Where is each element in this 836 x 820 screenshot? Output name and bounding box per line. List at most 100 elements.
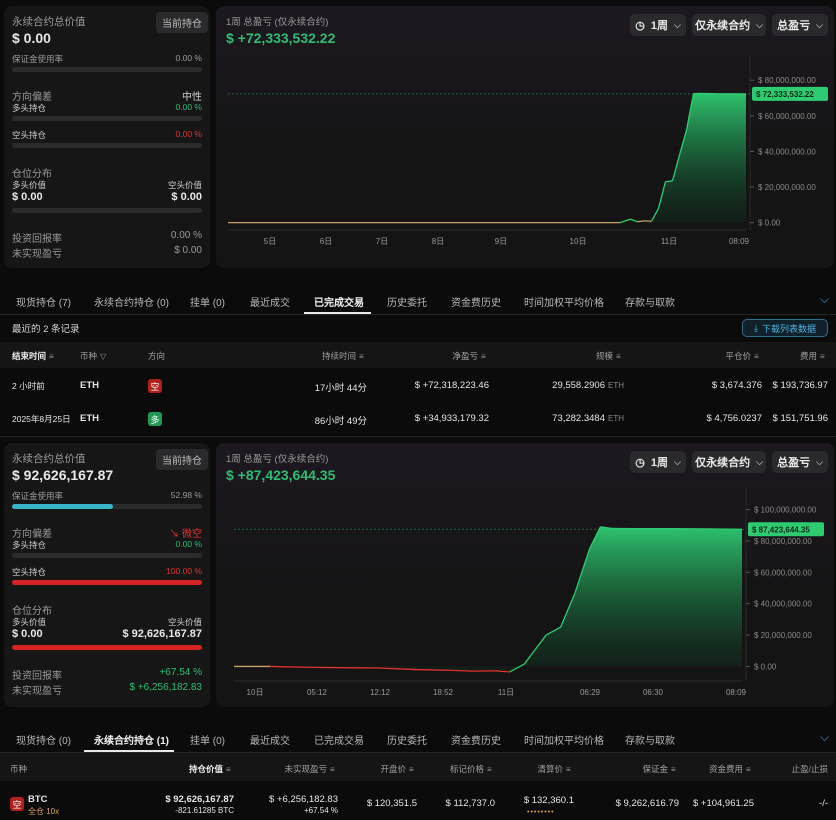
position-col-header-2[interactable]: 未实现盈亏 ≡ [284,763,338,775]
metric-dropdown[interactable]: 总盈亏 ⌵ [772,451,828,473]
col-header-label: 清算价 [537,764,563,774]
tab-0[interactable]: 现货持仓 (7) [16,298,71,309]
sort-icon: ≡ [359,352,364,361]
size-unit: ETH [608,381,624,390]
tab-3[interactable]: 最近成交 [250,736,290,747]
tab-0[interactable]: 现货持仓 (0) [16,736,71,747]
tab-5[interactable]: 历史委托 [387,736,427,747]
tab-2[interactable]: 挂单 (0) [190,736,225,747]
pnl-line-segment [630,218,638,223]
collapse-chevron-icon[interactable]: ⌵ [820,730,830,744]
tab-7[interactable]: 时间加权平均价格 [524,298,604,309]
y-tick-label: $ 60,000,000.00 [754,568,812,577]
current-position-tag[interactable]: 当前持仓 [156,12,208,33]
short-label: 空头持仓 [12,567,47,577]
tpsl[interactable]: -/- [819,798,828,809]
y-tick-label: $ 20,000,000.00 [754,631,812,640]
cell-duration: 86小时 49分 [314,416,367,427]
tab-6[interactable]: 资金费历史 [451,298,501,309]
x-tick-label: 08:09 [729,237,750,246]
sort-icon: ≡ [566,765,571,774]
col-header-label: 币种 [80,351,98,361]
records-summary: 最近的 2 条记录 [12,324,80,335]
summary-title: 永续合约总价值 [12,16,86,28]
collapse-chevron-icon[interactable]: ⌵ [820,292,830,306]
cell-coin: ETH [80,380,99,391]
y-tick-label: $ 100,000,000.00 [754,506,817,515]
chart-title: 1周 总盈亏 (仅永续合约) [226,17,329,28]
tab-3[interactable]: 最近成交 [250,298,290,309]
bias-value: 中性 [182,92,202,103]
tab-1[interactable]: 永续合约持仓 (1) [94,736,169,747]
position-col-header-5[interactable]: 清算价 ≡ [537,763,574,775]
col-header-2[interactable]: 方向 [148,350,165,362]
cell-time: 2 小时前 [12,381,45,391]
tab-1[interactable]: 永续合约持仓 (0) [94,298,169,309]
download-button[interactable]: ⤓ 下载列表数据 [742,319,828,337]
liquidation-risk-dots: •••••••• [527,809,555,816]
tab-4[interactable]: 已完成交易 [314,736,364,747]
short-value: 0.00 % [175,129,202,139]
tab-4[interactable]: 已完成交易 [314,298,364,309]
col-header-1[interactable]: 币种 ▽ [80,350,108,362]
long-value-label: 多头价值 [12,180,47,190]
pnl-chart-card-top: 1周 总盈亏 (仅永续合约) $ +72,333,532.22 ◷ 1周 ⌵ 仅永续… [216,6,834,268]
col-header-7[interactable]: 费用 ≡ [800,350,828,362]
scope-dropdown[interactable]: 仅永续合约 ⌵ [692,451,766,473]
current-position-tag[interactable]: 当前持仓 [156,449,208,470]
current-value-label: $ 72,333,532.22 [756,90,814,99]
pnl-chart[interactable]: $ 80,000,000.00 $ 60,000,000.00 $ 40,000,0… [216,46,834,268]
x-tick-label: 06:29 [580,688,601,697]
position-col-header-3[interactable]: 开盘价 ≡ [380,763,417,775]
tab-6[interactable]: 资金费历史 [451,736,501,747]
short-label: 空头持仓 [12,130,47,140]
col-header-0[interactable]: 结束时间 ≡ [12,350,57,362]
col-header-5[interactable]: 规模 ≡ [596,350,624,362]
clock-icon: ◷ [635,456,645,469]
cell-pnl: $ +72,318,223.46 [414,380,489,391]
position-col-header-6[interactable]: 保证金 ≡ [642,763,679,775]
tab-2[interactable]: 挂单 (0) [190,298,225,309]
col-header-6[interactable]: 平仓价 ≡ [725,350,762,362]
tab-7[interactable]: 时间加权平均价格 [524,736,604,747]
position-col-header-7[interactable]: 资金费用 ≡ [709,763,754,775]
cell-close: $ 3,674.376 [711,380,762,391]
tab-5[interactable]: 历史委托 [387,298,427,309]
metric-dropdown[interactable]: 总盈亏 ⌵ [772,14,828,36]
margin-mode: 全仓 10x [28,807,60,816]
position-col-header-1[interactable]: 持仓价值 ≡ [189,763,234,775]
tab-8[interactable]: 存款与取款 [625,736,675,747]
long-bar [12,553,202,558]
period-dropdown[interactable]: ◷ 1周 ⌵ [630,451,686,473]
sort-icon: ≡ [671,765,676,774]
pnl-line-segment [685,93,695,131]
chart-pnl-value: $ +87,423,644.35 [226,467,336,483]
roi-label: 投资回报率 [12,234,62,245]
entry-price: $ 120,351.5 [366,798,417,809]
position-col-header-0[interactable]: 币种 [10,763,27,775]
pnl-line-segment [671,154,681,181]
pnl-chart[interactable]: $ 100,000,000.00 $ 80,000,000.00 $ 60,000,… [216,483,834,707]
position-col-header-8[interactable]: 止盈/止损 [792,763,828,775]
tab-8[interactable]: 存款与取款 [625,298,675,309]
pnl-line-segment [495,670,510,673]
period-dropdown[interactable]: ◷ 1周 ⌵ [630,14,686,36]
position-value: $ 92,626,167.87 [165,794,234,805]
col-header-3[interactable]: 持续时间 ≡ [322,350,367,362]
long-bar [12,116,202,121]
x-tick-label: 10日 [247,688,264,697]
divider [0,752,836,753]
scope-dropdown[interactable]: 仅永续合约 ⌵ [692,14,766,36]
sort-icon: ≡ [330,765,335,774]
funding-fee: $ +104,961.25 [692,798,754,809]
divider [0,314,836,315]
position-col-header-4[interactable]: 标记价格 ≡ [450,763,495,775]
pnl-line-segment [678,129,688,156]
trend-down-icon: ↘ [169,529,180,540]
col-header-label: 资金费用 [708,764,743,774]
short-value: 100.00 % [166,566,202,576]
x-tick-label: 05:12 [307,688,328,697]
sort-icon: ≡ [481,352,486,361]
col-header-4[interactable]: 净盈亏 ≡ [452,350,489,362]
coin[interactable]: BTC [28,794,48,805]
